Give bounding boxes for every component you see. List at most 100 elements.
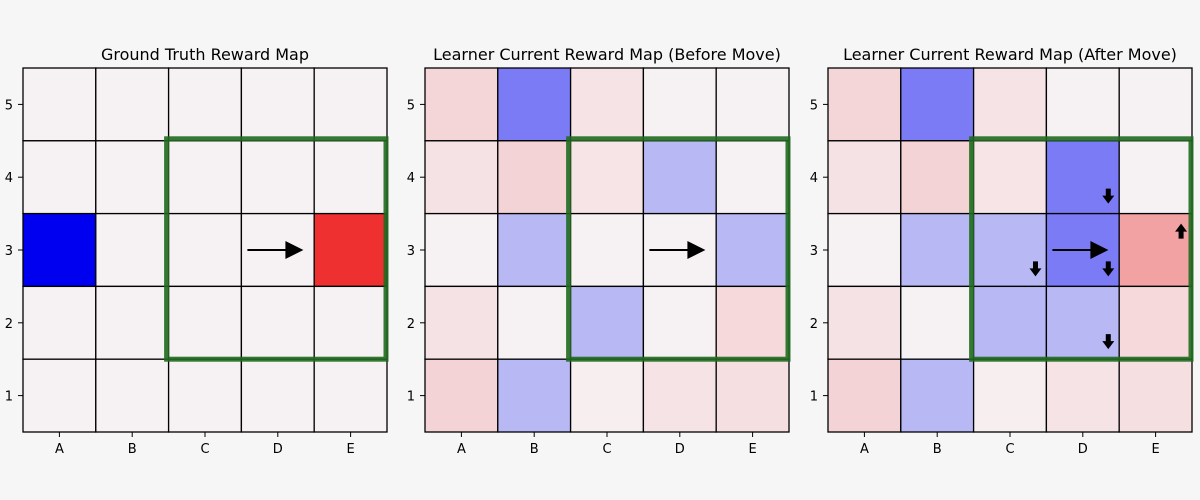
y-tick-label: 3 — [810, 244, 818, 259]
heatmap-cell — [827, 140, 902, 215]
heatmap-cell — [569, 285, 645, 360]
y-tick-label: 1 — [810, 390, 818, 405]
move-arrow-head — [1090, 241, 1109, 259]
x-tick-label: B — [530, 442, 539, 457]
y-tick-label: 5 — [810, 98, 818, 113]
x-tick-label: C — [1005, 442, 1014, 457]
heatmap-cell — [167, 140, 243, 215]
heatmap-cell — [313, 212, 388, 288]
heatmap-cell — [424, 358, 499, 433]
heatmap-cell — [642, 285, 717, 360]
heatmap-cell — [167, 212, 243, 288]
x-tick-label: E — [748, 442, 756, 457]
heatmap-cell — [569, 140, 645, 215]
heatmap-cell — [715, 67, 790, 142]
panel-before-move: Learner Current Reward Map (Before Move)… — [407, 45, 791, 457]
y-tick-label: 4 — [810, 171, 818, 186]
heatmap-cell — [827, 212, 902, 288]
x-tick-label: A — [860, 442, 869, 457]
panel-title: Learner Current Reward Map (Before Move) — [433, 45, 781, 64]
heatmap-cell — [497, 358, 572, 433]
y-tick-label: 2 — [810, 317, 818, 332]
heatmap-cell — [240, 285, 315, 360]
y-tick-label: 1 — [407, 390, 415, 405]
heatmap-cell — [95, 67, 170, 142]
heatmap-cell — [972, 140, 1048, 215]
y-tick-label: 4 — [407, 171, 415, 186]
heatmap-cell — [313, 67, 388, 142]
heatmap-cell — [1118, 67, 1193, 142]
x-tick-label: A — [55, 442, 64, 457]
y-tick-label: 4 — [5, 171, 13, 186]
heatmap-cell — [569, 67, 645, 142]
heatmap-cell — [715, 140, 790, 215]
heatmap-cell — [900, 358, 975, 433]
update-arrow — [1102, 261, 1115, 277]
x-tick-label: B — [933, 442, 942, 457]
heatmap-cell — [1118, 140, 1193, 215]
heatmap-cell — [827, 285, 902, 360]
x-tick-label: E — [1151, 442, 1159, 457]
heatmap-cell — [569, 212, 645, 288]
heatmap-cell — [715, 358, 790, 433]
heatmap-cell — [313, 285, 388, 360]
heatmap-cell — [240, 358, 315, 433]
heatmap-cell — [22, 212, 97, 288]
y-tick-label: 3 — [407, 244, 415, 259]
heatmap-cell — [95, 285, 170, 360]
heatmap-cell — [972, 358, 1048, 433]
update-arrow — [1102, 334, 1115, 350]
heatmap-cell — [95, 358, 170, 433]
heatmap-cell — [1045, 67, 1120, 142]
heatmap-cell — [569, 358, 645, 433]
heatmap-cell — [972, 285, 1048, 360]
x-tick-label: A — [457, 442, 466, 457]
heatmap-cell — [715, 212, 790, 288]
x-tick-label: E — [346, 442, 354, 457]
highlight-region — [164, 136, 389, 362]
heatmap-cell — [167, 358, 243, 433]
heatmap-cell — [1118, 285, 1193, 360]
panel-after-move: Learner Current Reward Map (After Move) … — [810, 45, 1194, 457]
panel-ground-truth: Ground Truth Reward Map A B C D E 5 4 3 2 1 — [5, 45, 389, 457]
heatmap-cell — [22, 67, 97, 142]
heatmap-cell — [642, 67, 717, 142]
y-tick-label: 5 — [407, 98, 415, 113]
heatmap-cell — [1045, 358, 1120, 433]
panel-title: Ground Truth Reward Map — [101, 45, 309, 64]
heatmap-cell — [22, 358, 97, 433]
heatmap-cell — [900, 67, 975, 142]
heatmap-cell — [167, 67, 243, 142]
heatmap-cell — [497, 67, 572, 142]
x-tick-label: C — [200, 442, 209, 457]
heatmap-cell — [900, 285, 975, 360]
heatmap-cell — [313, 358, 388, 433]
x-tick-label: D — [1078, 442, 1088, 457]
heatmap-cell — [497, 140, 572, 215]
x-tick-label: B — [128, 442, 137, 457]
heatmap-cell — [424, 67, 499, 142]
heatmap-cell — [313, 140, 388, 215]
heatmap-cell — [715, 285, 790, 360]
heatmap-cell — [424, 140, 499, 215]
heatmap-cell — [900, 212, 975, 288]
heatmap-cell — [167, 285, 243, 360]
y-tick-label: 3 — [5, 244, 13, 259]
move-arrow-head — [687, 241, 706, 259]
highlight-region — [566, 136, 791, 362]
heatmap-cell — [1118, 358, 1193, 433]
panel-title: Learner Current Reward Map (After Move) — [843, 45, 1177, 64]
move-arrow-head — [285, 241, 304, 259]
highlight-region — [969, 136, 1194, 362]
heatmap-cell — [424, 212, 499, 288]
x-tick-label: D — [675, 442, 685, 457]
heatmap-cell — [240, 140, 315, 215]
heatmap-cell — [22, 140, 97, 215]
heatmap-cell — [900, 140, 975, 215]
y-tick-label: 5 — [5, 98, 13, 113]
heatmap-cell — [497, 285, 572, 360]
heatmap-cell — [22, 285, 97, 360]
heatmap-cell — [497, 212, 572, 288]
heatmap-cell — [240, 67, 315, 142]
